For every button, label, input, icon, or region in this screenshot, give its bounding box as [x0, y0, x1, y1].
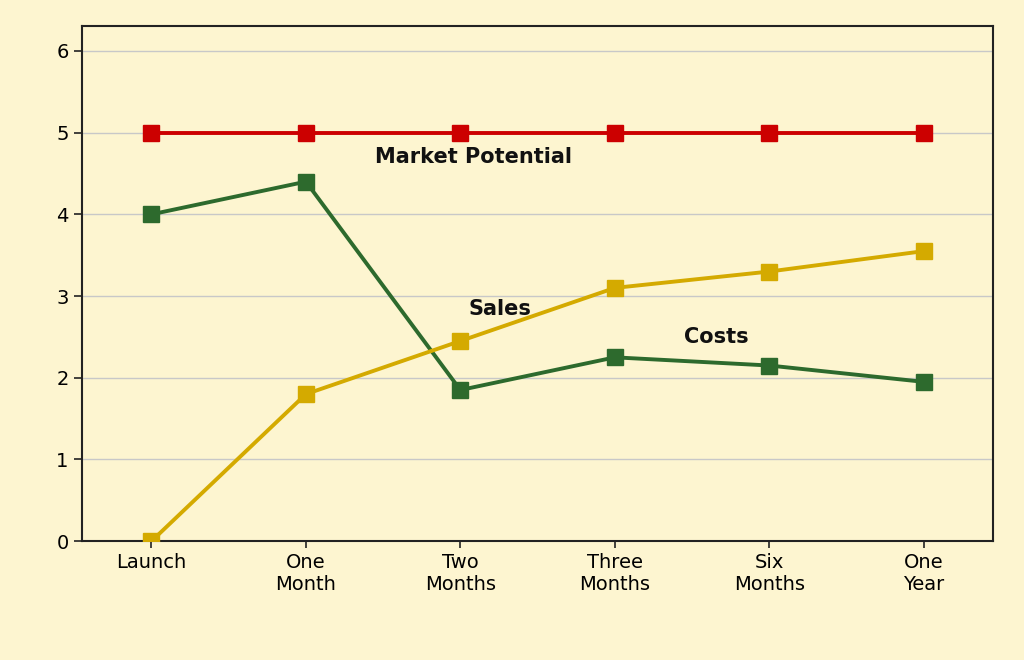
Text: Sales: Sales — [468, 299, 531, 319]
Text: Costs: Costs — [684, 327, 749, 346]
Text: Market Potential: Market Potential — [376, 147, 572, 167]
